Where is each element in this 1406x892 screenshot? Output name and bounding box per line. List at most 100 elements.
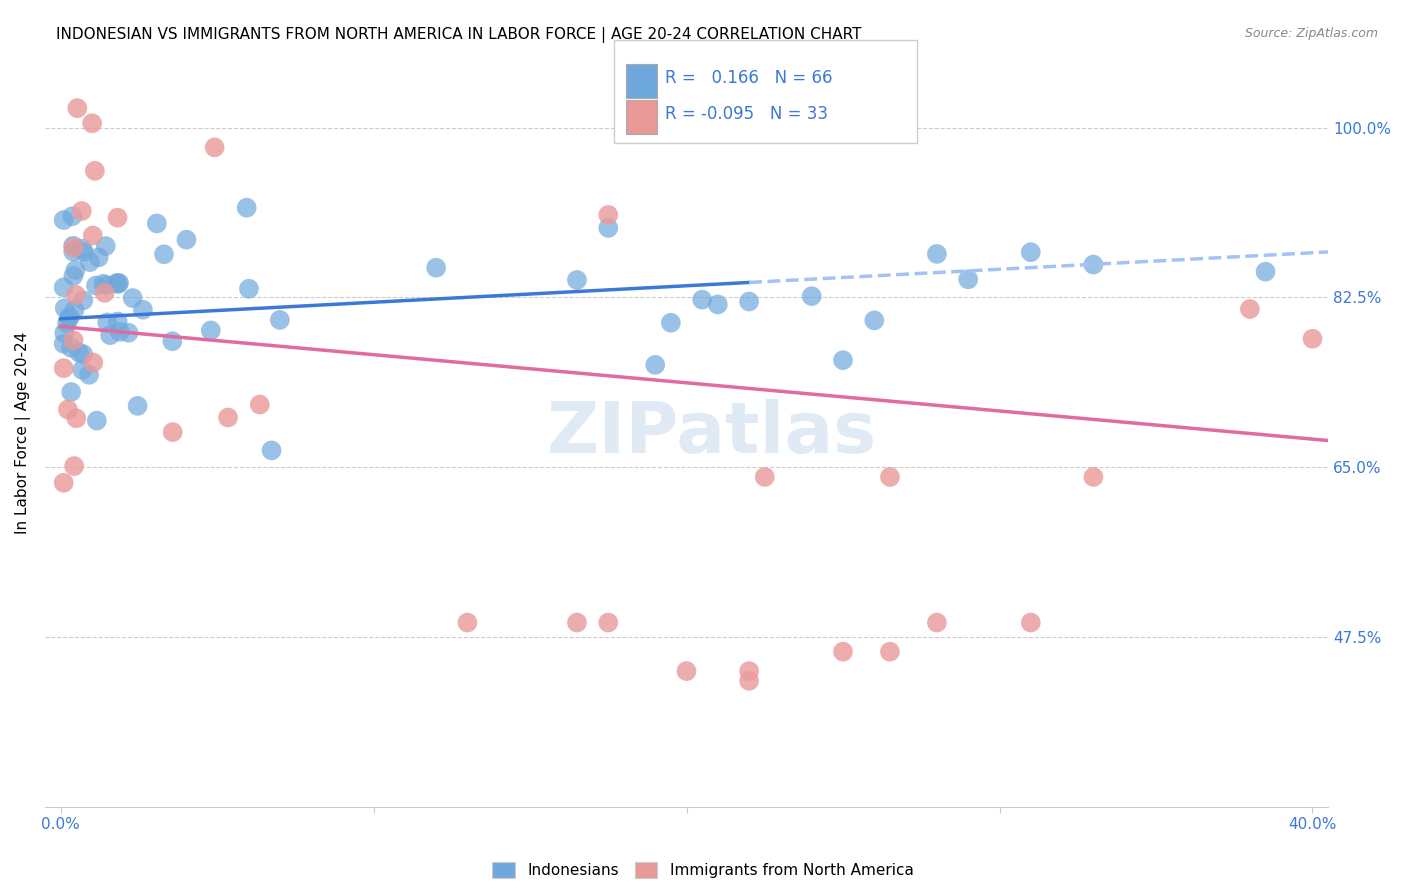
Point xyxy=(754,470,776,484)
Point xyxy=(738,664,761,678)
Point xyxy=(832,353,855,368)
Point xyxy=(52,475,75,490)
Point xyxy=(82,116,104,130)
Point xyxy=(1301,332,1323,346)
Point xyxy=(107,211,129,225)
Point xyxy=(738,673,761,688)
Point xyxy=(87,251,110,265)
Point xyxy=(117,326,139,340)
Text: INDONESIAN VS IMMIGRANTS FROM NORTH AMERICA IN LABOR FORCE | AGE 20-24 CORRELATI: INDONESIAN VS IMMIGRANTS FROM NORTH AMER… xyxy=(56,27,862,43)
Point xyxy=(957,272,980,286)
Point xyxy=(52,280,75,294)
Point xyxy=(52,336,75,351)
Point xyxy=(96,315,118,329)
Point xyxy=(644,358,666,372)
Point xyxy=(204,140,226,154)
Point xyxy=(58,311,80,326)
Point xyxy=(94,239,117,253)
Point xyxy=(132,302,155,317)
Point xyxy=(60,341,83,355)
Point xyxy=(565,615,588,630)
Point xyxy=(52,213,75,227)
Point xyxy=(108,325,131,339)
Point xyxy=(96,278,118,293)
Point xyxy=(738,294,761,309)
Point xyxy=(98,328,121,343)
Point xyxy=(56,317,79,331)
Point xyxy=(83,164,105,178)
Point xyxy=(84,278,107,293)
Text: Source: ZipAtlas.com: Source: ZipAtlas.com xyxy=(1244,27,1378,40)
Point xyxy=(67,345,90,359)
Point xyxy=(565,273,588,287)
Point xyxy=(73,245,96,260)
Point xyxy=(659,316,682,330)
Text: ZIPatlas: ZIPatlas xyxy=(547,399,877,467)
Point xyxy=(82,228,104,243)
Point xyxy=(1019,245,1042,260)
Point xyxy=(675,664,697,678)
Point xyxy=(52,361,75,376)
Point xyxy=(249,398,271,412)
Point xyxy=(79,255,101,269)
Point xyxy=(863,313,886,327)
Point xyxy=(65,288,87,302)
Point xyxy=(598,221,620,235)
Point xyxy=(1254,265,1277,279)
Point xyxy=(108,276,131,290)
Point xyxy=(425,260,447,275)
Point xyxy=(832,645,855,659)
Point xyxy=(53,301,76,316)
Point xyxy=(707,297,730,311)
Legend: Indonesians, Immigrants from North America: Indonesians, Immigrants from North Ameri… xyxy=(486,856,920,884)
Point xyxy=(107,314,129,328)
Point xyxy=(60,384,83,399)
Point xyxy=(66,101,89,115)
Point xyxy=(72,293,94,308)
Point xyxy=(1019,615,1042,630)
Point xyxy=(70,242,93,256)
Point xyxy=(690,293,713,307)
Point xyxy=(925,615,948,630)
Point xyxy=(82,355,104,369)
Point xyxy=(879,645,901,659)
Point xyxy=(879,470,901,484)
Point xyxy=(162,334,184,349)
Point xyxy=(121,291,143,305)
Point xyxy=(62,238,84,252)
Point xyxy=(63,458,86,473)
Point xyxy=(72,347,94,361)
Point xyxy=(238,282,260,296)
Point xyxy=(62,333,84,347)
Point xyxy=(60,209,83,223)
Point xyxy=(153,247,176,261)
Point xyxy=(70,204,93,219)
Point xyxy=(56,402,79,417)
Point xyxy=(1083,470,1105,484)
Point xyxy=(93,285,115,300)
Point xyxy=(77,368,100,382)
Point xyxy=(107,277,129,291)
Point xyxy=(456,615,478,630)
Point xyxy=(235,201,257,215)
Point xyxy=(176,233,198,247)
Text: R =   0.166   N = 66: R = 0.166 N = 66 xyxy=(665,70,832,87)
Point xyxy=(269,313,291,327)
Point xyxy=(260,443,283,458)
Point xyxy=(62,268,84,283)
Point xyxy=(53,326,76,340)
Point xyxy=(925,247,948,261)
Y-axis label: In Labor Force | Age 20-24: In Labor Force | Age 20-24 xyxy=(15,332,31,534)
Point xyxy=(800,289,823,303)
Text: R = -0.095   N = 33: R = -0.095 N = 33 xyxy=(665,105,828,123)
Point xyxy=(105,276,128,290)
Point xyxy=(1239,301,1261,316)
Point xyxy=(63,302,86,317)
Point xyxy=(70,363,93,377)
Point xyxy=(91,277,114,291)
Point xyxy=(217,410,239,425)
Point xyxy=(127,399,149,413)
Point xyxy=(598,208,620,222)
Point xyxy=(162,425,184,439)
Point xyxy=(65,263,87,277)
